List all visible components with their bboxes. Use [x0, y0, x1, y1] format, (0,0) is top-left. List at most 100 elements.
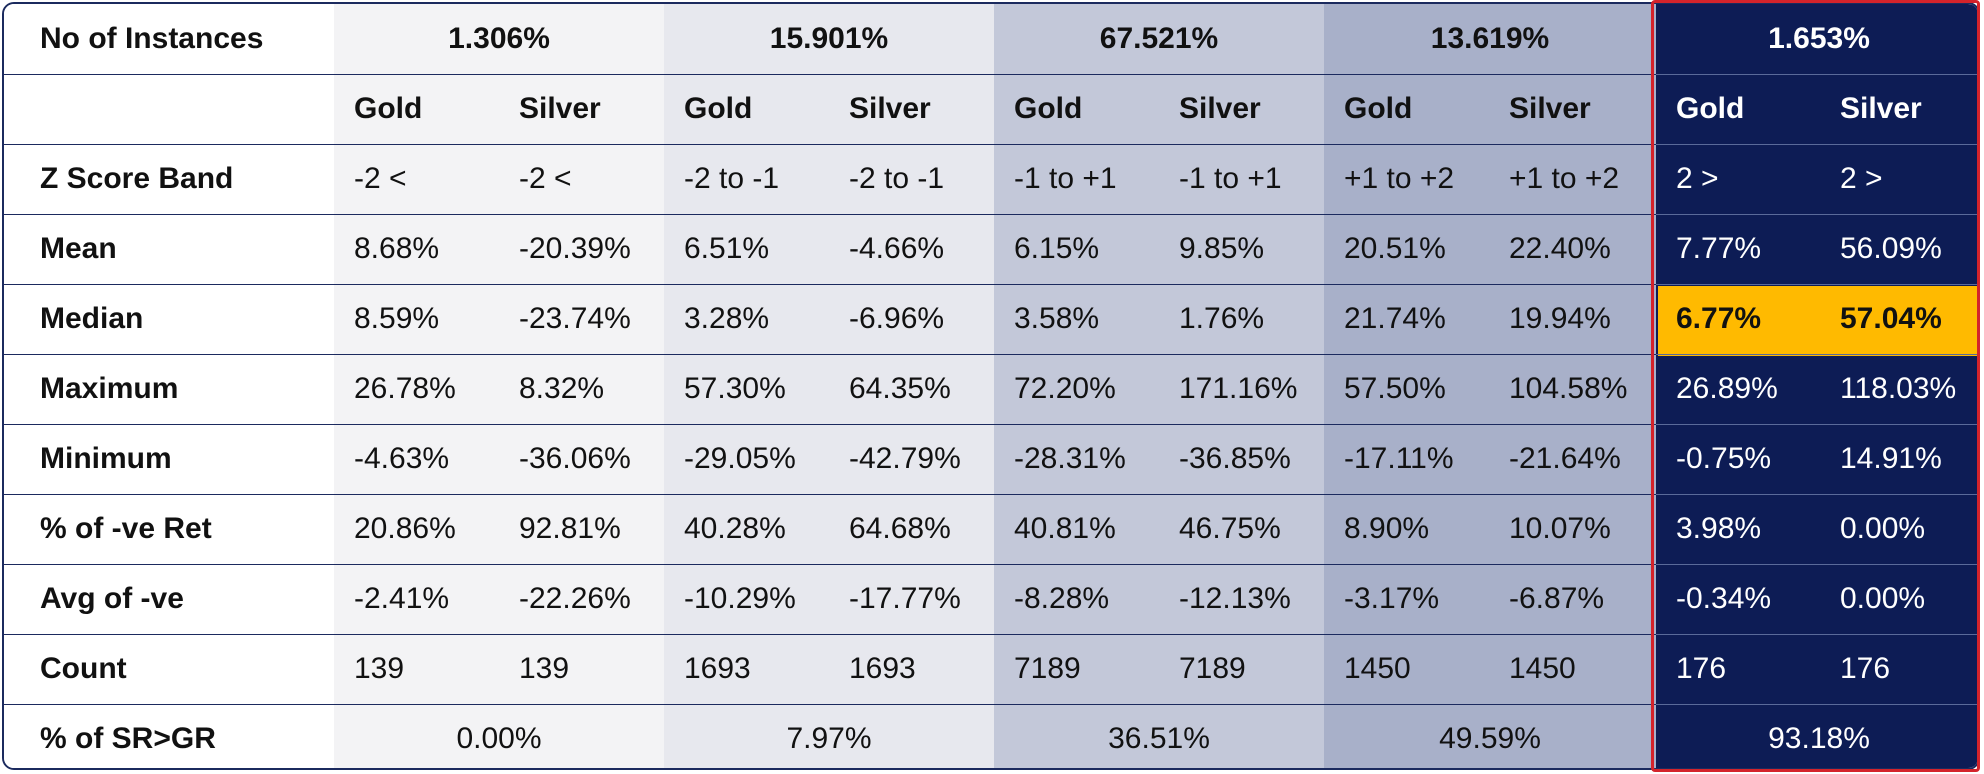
row-divider-dark	[1656, 634, 1978, 635]
table-cell: 171.16%	[1179, 372, 1298, 405]
table-cell: 0.00%	[1840, 512, 1926, 545]
instances-value: 1.306%	[448, 22, 550, 55]
table-cell: 176	[1676, 652, 1727, 685]
gold-header: Gold	[354, 92, 423, 125]
silver-header: Silver	[1509, 92, 1591, 125]
table-cell: -6.87%	[1509, 582, 1605, 615]
table-cell: 6.15%	[1014, 232, 1100, 265]
row-label: % of -ve Ret	[40, 512, 212, 545]
silver-header: Silver	[849, 92, 931, 125]
table-cell: 20.51%	[1344, 232, 1446, 265]
row-label: Z Score Band	[40, 162, 234, 195]
table-cell: 2 >	[1676, 162, 1719, 195]
table-cell: -3.17%	[1344, 582, 1440, 615]
table-cell: -4.66%	[849, 232, 945, 265]
table-cell: -22.26%	[519, 582, 631, 615]
highlight-outline	[1651, 0, 1980, 772]
table-cell: 56.09%	[1840, 232, 1942, 265]
table-cell: 8.68%	[354, 232, 440, 265]
table-cell: 14.91%	[1840, 442, 1942, 475]
table-cell: -23.74%	[519, 302, 631, 335]
gold-header: Gold	[684, 92, 753, 125]
table-cell: 176	[1840, 652, 1891, 685]
row-label: Minimum	[40, 442, 172, 475]
table-cell: +1 to +2	[1509, 162, 1620, 195]
table-cell: 22.40%	[1509, 232, 1611, 265]
table-cell: 139	[354, 652, 405, 685]
table-cell: -6.96%	[849, 302, 945, 335]
table-cell: 7189	[1014, 652, 1081, 685]
table-cell: 64.35%	[849, 372, 951, 405]
row-divider	[4, 74, 1978, 75]
table-cell: 92.81%	[519, 512, 621, 545]
table-cell: 118.03%	[1840, 372, 1957, 405]
row-divider-dark	[1656, 424, 1978, 425]
table-cell: -29.05%	[684, 442, 796, 475]
footer-value: 36.51%	[1108, 722, 1210, 755]
table-cell: -2.41%	[354, 582, 450, 615]
row-divider	[4, 494, 1978, 495]
table-cell: 8.90%	[1344, 512, 1430, 545]
row-label: Avg of -ve	[40, 582, 184, 615]
footer-value: 49.59%	[1439, 722, 1541, 755]
footer-value: 7.97%	[786, 722, 872, 755]
median-highlight	[1658, 286, 1978, 356]
table-cell: -42.79%	[849, 442, 961, 475]
table-cell: -17.77%	[849, 582, 961, 615]
table-cell: -1 to +1	[1179, 162, 1282, 195]
table-cell: -4.63%	[354, 442, 450, 475]
row-label: Mean	[40, 232, 117, 265]
table-cell: -2 <	[519, 162, 572, 195]
row-divider-dark	[1656, 74, 1978, 75]
band-column-1	[334, 4, 664, 768]
table-cell: 20.86%	[354, 512, 456, 545]
footer-label: % of SR>GR	[40, 722, 216, 755]
table-cell: -10.29%	[684, 582, 796, 615]
row-divider	[4, 424, 1978, 425]
table-cell: 8.32%	[519, 372, 605, 405]
table-cell: 1450	[1344, 652, 1411, 685]
table-cell: 7189	[1179, 652, 1246, 685]
table-cell: 26.78%	[354, 372, 456, 405]
table-cell: -20.39%	[519, 232, 631, 265]
band-column-3	[994, 4, 1324, 768]
row-divider-dark	[1656, 284, 1978, 285]
table-cell: 40.28%	[684, 512, 786, 545]
table-cell: 46.75%	[1179, 512, 1281, 545]
table-cell: 10.07%	[1509, 512, 1611, 545]
footer-value: 0.00%	[456, 722, 542, 755]
table-cell: 0.00%	[1840, 582, 1926, 615]
table-cell: 57.50%	[1344, 372, 1446, 405]
table-cell: -1 to +1	[1014, 162, 1117, 195]
table-cell: 21.74%	[1344, 302, 1446, 335]
silver-header: Silver	[519, 92, 601, 125]
table-cell: -17.11%	[1344, 442, 1454, 475]
row-divider	[4, 354, 1978, 355]
table-cell: 1693	[684, 652, 751, 685]
header-label: No of Instances	[40, 22, 264, 55]
gold-header: Gold	[1344, 92, 1413, 125]
row-divider	[4, 144, 1978, 145]
table-cell: +1 to +2	[1344, 162, 1455, 195]
label-column	[4, 4, 334, 768]
row-label: Count	[40, 652, 127, 685]
table-cell: -0.34%	[1676, 582, 1772, 615]
table-cell: 3.58%	[1014, 302, 1100, 335]
table-cell: 7.77%	[1676, 232, 1762, 265]
table-cell: -2 <	[354, 162, 407, 195]
instances-value: 13.619%	[1430, 22, 1550, 55]
table-cell: 139	[519, 652, 570, 685]
instances-value: 67.521%	[1099, 22, 1219, 55]
table-cell: 57.04%	[1840, 302, 1942, 335]
row-divider	[4, 634, 1978, 635]
footer-value: 93.18%	[1768, 722, 1870, 755]
silver-header: Silver	[1179, 92, 1261, 125]
row-divider-dark	[1656, 214, 1978, 215]
table-cell: -2 to -1	[849, 162, 945, 195]
instances-value: 15.901%	[769, 22, 889, 55]
table-cell: 64.68%	[849, 512, 951, 545]
row-divider	[4, 284, 1978, 285]
table-cell: 2 >	[1840, 162, 1883, 195]
table-cell: 19.94%	[1509, 302, 1611, 335]
